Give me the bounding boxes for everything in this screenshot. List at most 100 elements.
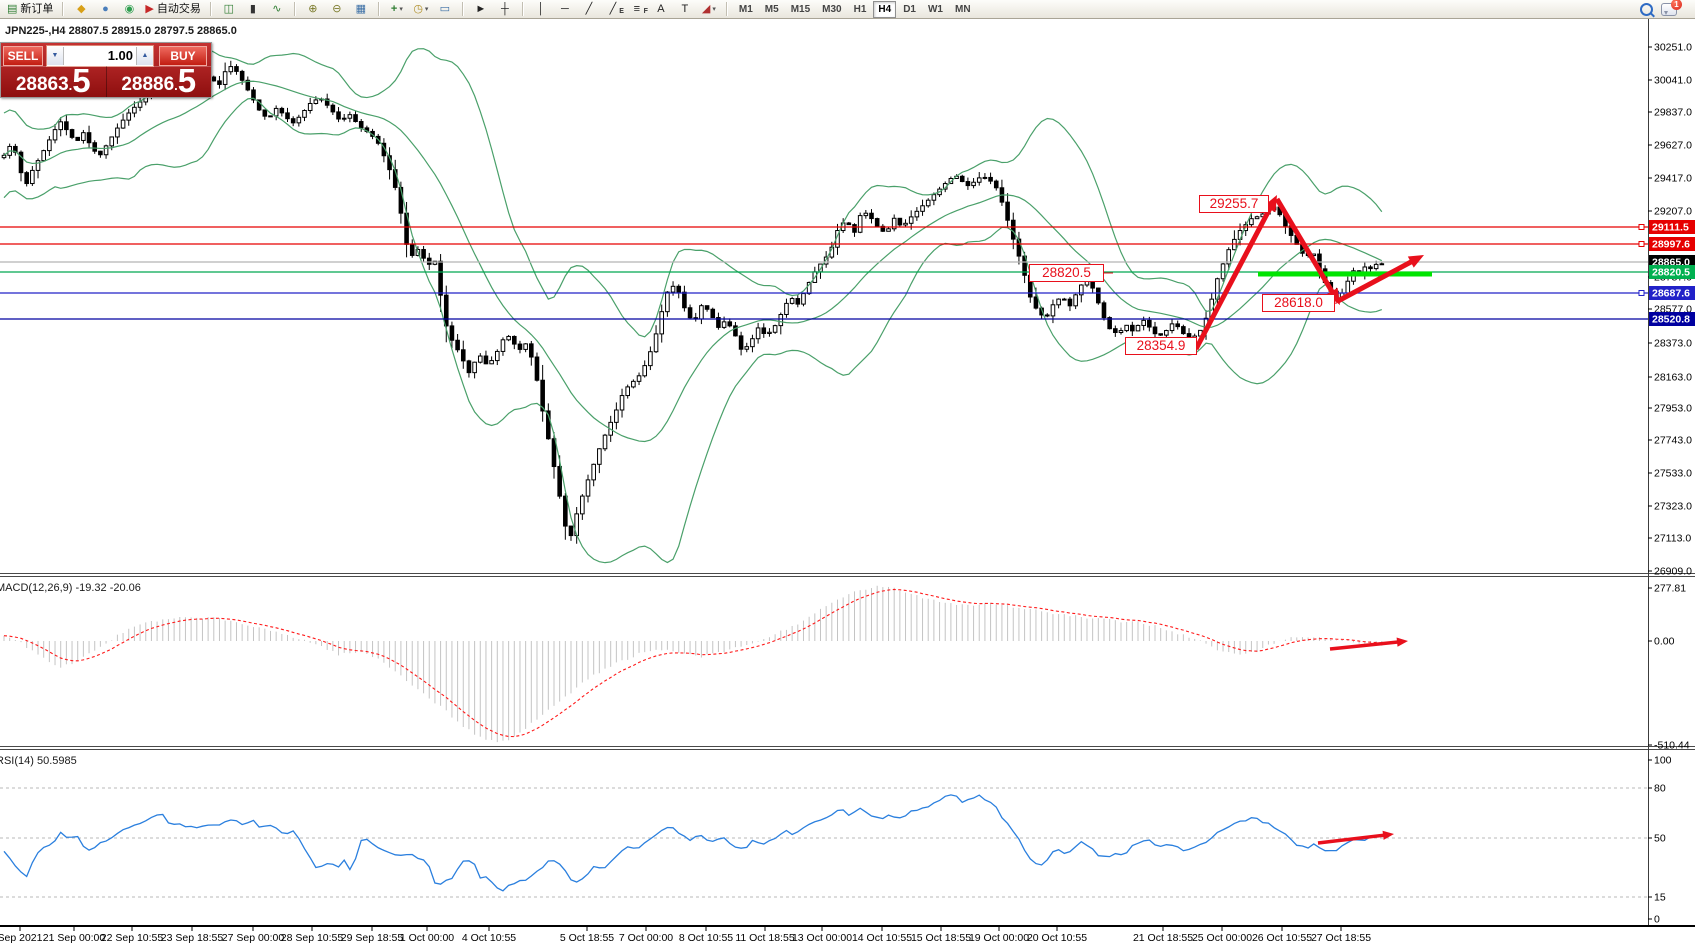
annotation-swing-high[interactable]: 29255.7 xyxy=(1199,195,1269,213)
svg-text:28 Sep 10:55: 28 Sep 10:55 xyxy=(281,932,344,943)
text-button[interactable]: A xyxy=(650,0,672,18)
fibonacci-button-sub: F xyxy=(643,8,648,15)
svg-text:11 Oct 18:55: 11 Oct 18:55 xyxy=(735,932,795,943)
timeframe-W1[interactable]: W1 xyxy=(927,3,943,15)
fibonacci-button[interactable]: ≡ F xyxy=(626,0,648,18)
svg-text:21 Oct 18:55: 21 Oct 18:55 xyxy=(1133,932,1193,943)
text-label-icon: T xyxy=(681,2,689,15)
rsi-indicator-label: RSI(14) 50.5985 xyxy=(0,755,77,767)
svg-text:30251.0: 30251.0 xyxy=(1654,42,1692,54)
autotrading-button[interactable]: ▶ 自动交易 xyxy=(142,0,203,18)
svg-text:25 Oct 00:00: 25 Oct 00:00 xyxy=(1192,932,1252,943)
trend-arrow xyxy=(1274,197,1335,295)
zoom-in-button[interactable]: ⊕ xyxy=(302,0,324,18)
notification-badge: 1 xyxy=(1671,0,1682,10)
search-icon[interactable] xyxy=(1640,2,1653,16)
candles-layer xyxy=(1,60,1385,544)
channel-button[interactable]: ╱ E xyxy=(602,0,624,18)
community-icon[interactable]: ● xyxy=(94,0,116,18)
svg-text:13 Oct 00:00: 13 Oct 00:00 xyxy=(792,932,852,943)
svg-text:50: 50 xyxy=(1654,833,1666,845)
zoom-out-button[interactable]: ⊖ xyxy=(326,0,348,18)
sell-button[interactable]: SELL xyxy=(3,45,43,66)
svg-text:80: 80 xyxy=(1654,783,1666,795)
volume-stepper xyxy=(46,44,154,67)
trendline-button[interactable]: ╱ xyxy=(578,0,600,18)
svg-text:26 Oct 10:55: 26 Oct 10:55 xyxy=(1252,932,1312,943)
profiles-button[interactable]: ◷ ▾ xyxy=(410,0,432,18)
profiles-button-caret-icon: ▾ xyxy=(424,5,429,13)
timeframe-D1[interactable]: D1 xyxy=(903,3,916,15)
zoom-out-icon: ⊖ xyxy=(332,2,342,15)
line-chart-button[interactable]: ∿ xyxy=(266,0,288,18)
fibonacci-icon: ≡ xyxy=(633,2,641,15)
text-label-button[interactable]: T xyxy=(674,0,696,18)
sep3 xyxy=(293,2,296,16)
signals-icon[interactable]: ◉ xyxy=(118,0,140,18)
bar-chart-button[interactable]: ◫ xyxy=(218,0,240,18)
annotation-swing-low-right[interactable]: 28618.0 xyxy=(1262,294,1335,312)
sell-price[interactable]: 28863. 5 xyxy=(1,64,107,97)
svg-text:29417.0: 29417.0 xyxy=(1654,173,1692,185)
sep5 xyxy=(461,2,464,16)
new-chart-button[interactable]: + ▾ xyxy=(386,0,408,18)
arrows-button[interactable]: ◢ ▾ xyxy=(698,0,720,18)
svg-text:29837.0: 29837.0 xyxy=(1654,107,1692,119)
strategy-tester-button[interactable]: ▭ xyxy=(434,0,456,18)
sell-price-dot: . xyxy=(68,78,73,93)
channel-button-sub: E xyxy=(619,8,624,15)
bollinger-band-line xyxy=(3,48,1383,338)
trend-arrow xyxy=(1329,640,1400,651)
svg-text:5 Oct 18:55: 5 Oct 18:55 xyxy=(560,932,614,943)
timeframe-H4[interactable]: H4 xyxy=(873,0,897,18)
strategy-tester-icon: ▭ xyxy=(439,2,451,15)
svg-text:27743.0: 27743.0 xyxy=(1654,435,1692,447)
timeframe-M15[interactable]: M15 xyxy=(790,3,811,15)
annotation-support-level[interactable]: 28820.5 xyxy=(1029,264,1104,282)
cursor-button[interactable]: ► xyxy=(470,0,492,18)
buy-button[interactable]: BUY xyxy=(159,45,207,66)
volume-decrease-button[interactable] xyxy=(47,46,64,65)
volume-increase-button[interactable] xyxy=(136,46,153,65)
svg-text:29627.0: 29627.0 xyxy=(1654,140,1692,152)
cursor-icon: ► xyxy=(475,2,487,15)
toolbar-right-group: 1 xyxy=(1640,0,1691,16)
horizontal-line-button[interactable]: ─ xyxy=(554,0,576,18)
timeframe-M5[interactable]: M5 xyxy=(764,3,779,15)
crosshair-button[interactable]: ┼ xyxy=(494,0,516,18)
buy-price[interactable]: 28886. 5 xyxy=(106,64,211,97)
macd-signal-line xyxy=(3,588,1382,738)
new-order-button[interactable]: ▤ 新订单 xyxy=(4,0,56,18)
svg-text:28820.5: 28820.5 xyxy=(1652,267,1690,279)
one-click-trade-panel: SELL BUY 28863.5 28886.5 xyxy=(0,42,212,98)
price-axis-labels: 30251.0 30041.0 29837.0 29627.0 29417.0 29207… xyxy=(1648,42,1695,926)
annotation-swing-low-left[interactable]: 28354.9 xyxy=(1125,337,1197,355)
tile-windows-button[interactable]: ▦ xyxy=(350,0,372,18)
vertical-line-icon: │ xyxy=(537,2,545,15)
timeframe-M1[interactable]: M1 xyxy=(738,3,753,15)
line-chart-icon: ∿ xyxy=(272,2,282,15)
gold-icon[interactable]: ◆ xyxy=(70,0,92,18)
timeframe-M30[interactable]: M30 xyxy=(822,3,842,15)
new-chart-icon: + xyxy=(390,2,398,15)
vertical-line-button[interactable]: │ xyxy=(530,0,552,18)
candlestick-button[interactable]: ▮ xyxy=(242,0,264,18)
buy-price-main: 28886 xyxy=(121,74,175,95)
svg-text:Sep 2021: Sep 2021 xyxy=(0,932,43,943)
timeframe-MN[interactable]: MN xyxy=(954,3,971,15)
svg-text:26909.0: 26909.0 xyxy=(1654,566,1692,578)
bollinger-band-line xyxy=(3,97,1383,564)
time-axis xyxy=(0,925,1695,927)
svg-text:28373.0: 28373.0 xyxy=(1654,338,1692,350)
svg-text:28163.0: 28163.0 xyxy=(1654,372,1692,384)
gold-icon-icon: ◆ xyxy=(77,2,86,15)
svg-text:7 Oct 00:00: 7 Oct 00:00 xyxy=(619,932,673,943)
svg-text:27533.0: 27533.0 xyxy=(1654,468,1692,480)
bar-chart-icon: ◫ xyxy=(223,2,235,15)
chat-icon[interactable]: 1 xyxy=(1661,0,1682,16)
volume-input[interactable] xyxy=(64,46,136,65)
macd-indicator-label: MACD(12,26,9) -19.32 -20.06 xyxy=(0,582,141,594)
timeframe-H1[interactable]: H1 xyxy=(853,3,867,15)
